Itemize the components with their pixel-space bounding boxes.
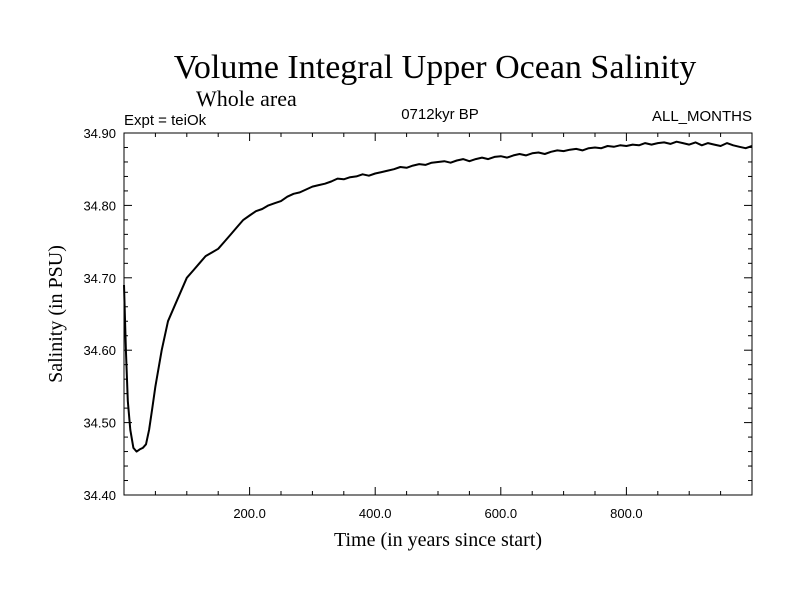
months-label: ALL_MONTHS (652, 108, 752, 125)
y-tick-label: 34.70 (83, 271, 116, 286)
y-tick-label: 34.90 (83, 126, 116, 141)
x-tick-label: 800.0 (610, 506, 643, 521)
y-axis-label: Salinity (in PSU) (45, 245, 67, 383)
y-tick-label: 34.80 (83, 198, 116, 213)
x-axis-ticks: 200.0 400.0 600.0 800.0 (154, 133, 722, 521)
period-label: 0712kyr BP (401, 106, 479, 123)
chart-title: Volume Integral Upper Ocean Salinity (174, 49, 696, 86)
salinity-series-line (123, 140, 753, 453)
x-tick-label: 400.0 (359, 506, 392, 521)
x-axis-label: Time (in years since start) (334, 529, 542, 551)
y-tick-label: 34.50 (83, 416, 116, 431)
x-tick-label: 200.0 (233, 506, 266, 521)
chart-subtitle: Whole area (196, 86, 297, 111)
y-tick-label: 34.40 (83, 488, 116, 503)
plot-frame (123, 132, 753, 496)
y-axis-ticks: 34.40 34.50 34.60 34.70 34.80 34.90 (83, 126, 752, 503)
y-tick-label: 34.60 (83, 343, 116, 358)
experiment-label: Expt = teiOk (124, 112, 207, 129)
x-tick-label: 600.0 (485, 506, 518, 521)
